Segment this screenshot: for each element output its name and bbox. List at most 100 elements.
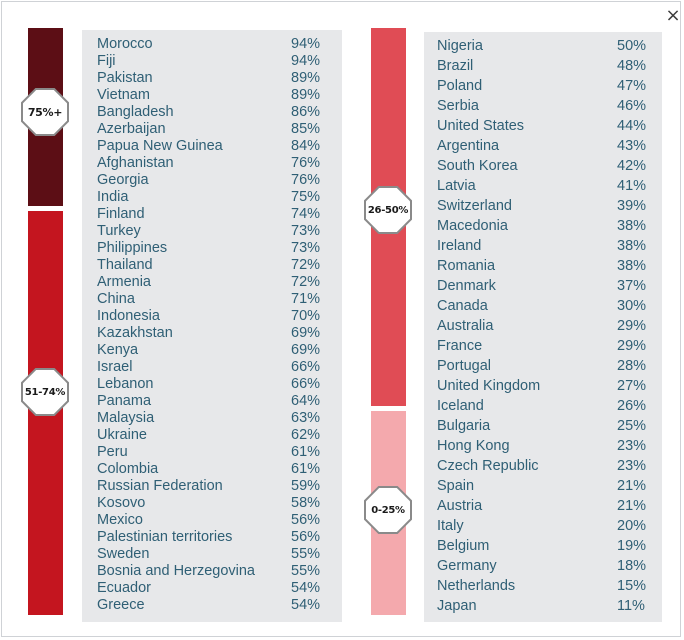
- country-percentage: 29%: [617, 318, 647, 334]
- country-percentage: 38%: [617, 258, 647, 274]
- country-row: Germany 18%: [424, 558, 662, 575]
- country-percentage: 29%: [617, 338, 647, 354]
- country-row: Vietnam 89%: [82, 87, 342, 104]
- country-percentage: 44%: [617, 118, 647, 134]
- country-percentage: 42%: [617, 158, 647, 174]
- country-row: Indonesia 70%: [82, 308, 342, 325]
- country-name: Italy: [437, 518, 464, 534]
- country-row: China 71%: [82, 291, 342, 308]
- country-percentage: 94%: [291, 53, 321, 69]
- country-percentage: 56%: [291, 529, 321, 545]
- country-name: Argentina: [437, 138, 500, 154]
- country-percentage: 54%: [291, 580, 321, 596]
- country-row: Palestinian territories 56%: [82, 529, 342, 546]
- country-percentage: 23%: [617, 438, 647, 454]
- country-percentage: 55%: [291, 546, 321, 562]
- country-name: Bangladesh: [97, 104, 174, 120]
- country-percentage: 38%: [617, 238, 647, 254]
- country-percentage: 56%: [291, 512, 321, 528]
- country-row: Mexico 56%: [82, 512, 342, 529]
- country-percentage: 84%: [291, 138, 321, 154]
- country-percentage: 76%: [291, 172, 321, 188]
- country-name: Netherlands: [437, 578, 516, 594]
- country-name: Azerbaijan: [97, 121, 166, 137]
- country-name: Canada: [437, 298, 488, 314]
- country-percentage: 27%: [617, 378, 647, 394]
- country-name: Poland: [437, 78, 483, 94]
- country-name: Spain: [437, 478, 475, 494]
- country-percentage: 38%: [617, 218, 647, 234]
- country-row: South Korea 42%: [424, 158, 662, 175]
- country-row: Bangladesh 86%: [82, 104, 342, 121]
- country-percentage: 18%: [617, 558, 647, 574]
- country-row: Azerbaijan 85%: [82, 121, 342, 138]
- country-row: Pakistan 89%: [82, 70, 342, 87]
- country-percentage: 25%: [617, 418, 647, 434]
- country-percentage: 69%: [291, 325, 321, 341]
- country-name: Macedonia: [437, 218, 508, 234]
- country-percentage: 37%: [617, 278, 647, 294]
- country-name: Indonesia: [97, 308, 160, 324]
- country-name: China: [97, 291, 135, 307]
- country-name: Georgia: [97, 172, 149, 188]
- country-row: Kazakhstan 69%: [82, 325, 342, 342]
- country-row: Latvia 41%: [424, 178, 662, 195]
- country-name: Palestinian territories: [97, 529, 233, 545]
- close-icon[interactable]: ×: [665, 5, 681, 26]
- country-percentage: 86%: [291, 104, 321, 120]
- country-row: Poland 47%: [424, 78, 662, 95]
- country-percentage: 72%: [291, 274, 321, 290]
- country-name: Portugal: [437, 358, 492, 374]
- country-percentage: 54%: [291, 597, 321, 613]
- country-percentage: 39%: [617, 198, 647, 214]
- country-percentage: 55%: [291, 563, 321, 579]
- country-percentage: 89%: [291, 70, 321, 86]
- country-row: Turkey 73%: [82, 223, 342, 240]
- country-row: Brazil 48%: [424, 58, 662, 75]
- country-percentage: 74%: [291, 206, 321, 222]
- country-name: Colombia: [97, 461, 159, 477]
- country-name: Thailand: [97, 257, 153, 273]
- band-badge-26-50: 26-50%: [366, 188, 410, 232]
- country-row: Ireland 38%: [424, 238, 662, 255]
- country-row: Panama 64%: [82, 393, 342, 410]
- country-percentage: 71%: [291, 291, 321, 307]
- country-row: Canada 30%: [424, 298, 662, 315]
- country-row: Hong Kong 23%: [424, 438, 662, 455]
- country-percentage: 48%: [617, 58, 647, 74]
- country-name: Germany: [437, 558, 497, 574]
- country-name: Ukraine: [97, 427, 147, 443]
- country-name: Morocco: [97, 36, 153, 52]
- country-name: Nigeria: [437, 38, 483, 54]
- country-name: Ireland: [437, 238, 482, 254]
- country-percentage: 28%: [617, 358, 647, 374]
- country-percentage: 30%: [617, 298, 647, 314]
- country-name: Serbia: [437, 98, 479, 114]
- country-name: Lebanon: [97, 376, 154, 392]
- country-percentage: 47%: [617, 78, 647, 94]
- country-row: Belgium 19%: [424, 538, 662, 555]
- country-name: Philippines: [97, 240, 168, 256]
- country-name: India: [97, 189, 129, 205]
- country-percentage: 66%: [291, 359, 321, 375]
- country-row: France 29%: [424, 338, 662, 355]
- country-row: Peru 61%: [82, 444, 342, 461]
- country-row: Greece 54%: [82, 597, 342, 614]
- country-percentage: 59%: [291, 478, 321, 494]
- country-percentage: 46%: [617, 98, 647, 114]
- country-percentage: 15%: [617, 578, 647, 594]
- country-name: Czech Republic: [437, 458, 539, 474]
- country-name: Russian Federation: [97, 478, 223, 494]
- country-row: Netherlands 15%: [424, 578, 662, 595]
- country-name: Iceland: [437, 398, 484, 414]
- country-name: Panama: [97, 393, 152, 409]
- country-row: Italy 20%: [424, 518, 662, 535]
- country-name: Pakistan: [97, 70, 153, 86]
- country-row: Armenia 72%: [82, 274, 342, 291]
- country-row: Portugal 28%: [424, 358, 662, 375]
- country-percentage: 41%: [617, 178, 647, 194]
- country-name: Brazil: [437, 58, 474, 74]
- country-name: Mexico: [97, 512, 143, 528]
- country-percentage: 73%: [291, 223, 321, 239]
- country-name: Bulgaria: [437, 418, 491, 434]
